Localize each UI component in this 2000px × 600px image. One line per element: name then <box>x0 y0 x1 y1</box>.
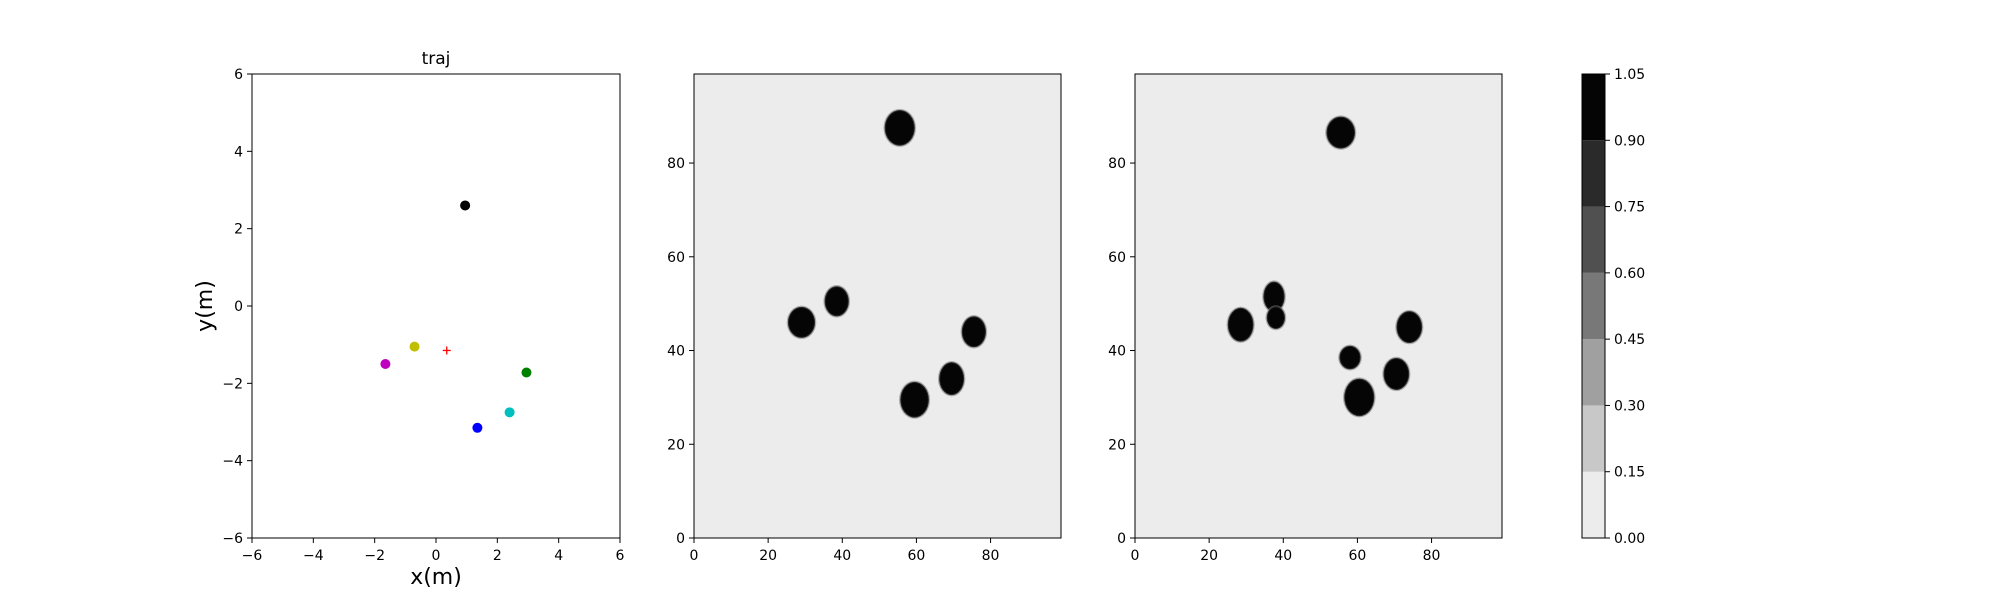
heat2-y-tick-label: 40 <box>1108 344 1126 360</box>
traj-x-tick-label: 2 <box>493 548 502 564</box>
traj-y-tick-label: 4 <box>234 144 243 160</box>
blob-core <box>940 363 964 395</box>
heat2-x-tick-label: 20 <box>1200 548 1218 564</box>
heat1-x-tick-label: 40 <box>833 548 851 564</box>
blob-core <box>1327 117 1355 148</box>
blob-core <box>825 287 848 316</box>
colorbar-band <box>1582 471 1605 538</box>
blob-core <box>962 317 986 347</box>
colorbar: 0.00 0.15 0.30 0.45 0.60 0.75 0.90 1.05 <box>1581 67 1645 547</box>
target-plus-marker <box>442 346 451 355</box>
colorbar-band <box>1582 74 1605 141</box>
agent-point <box>521 367 532 378</box>
heatmap-1-background <box>694 74 1061 538</box>
traj-y-tick-label: −6 <box>222 531 243 547</box>
blob-core <box>901 382 928 417</box>
heat1-y-tick-label: 80 <box>667 156 685 172</box>
traj-y-tick-label: −2 <box>222 376 243 392</box>
heat1-y-tick-label: 0 <box>676 531 685 547</box>
traj-x-tick-label: 0 <box>432 548 441 564</box>
traj-y-tick-label: 0 <box>234 299 243 315</box>
heatmap-2-ticks: 0 20 40 60 80 0 20 40 60 80 <box>1108 156 1440 564</box>
colorbar-tick-label: 0.90 <box>1614 133 1645 149</box>
blob-core <box>1340 346 1360 369</box>
traj-y-tick-label: 6 <box>234 67 243 83</box>
traj-x-tick-label: −2 <box>364 548 385 564</box>
heatmap-panel-1: 0 20 40 60 80 0 20 40 60 80 <box>667 73 1062 564</box>
heat2-y-tick-label: 80 <box>1108 156 1126 172</box>
heat2-x-tick-label: 0 <box>1131 548 1140 564</box>
agent-point <box>460 200 471 211</box>
blob-core <box>885 111 914 145</box>
colorbar-tick-label: 0.15 <box>1614 465 1645 481</box>
traj-ticks: −6 −4 −2 0 2 4 6 −6 −4 −2 0 2 4 6 <box>222 67 624 564</box>
traj-plot-frame <box>251 73 621 539</box>
colorbar-band <box>1582 206 1605 273</box>
heatmap-2-background <box>1135 74 1502 538</box>
heat1-y-tick-label: 60 <box>667 250 685 266</box>
traj-y-tick-label: −4 <box>222 454 243 470</box>
traj-y-tick-label: 2 <box>234 222 243 238</box>
colorbar-band <box>1582 272 1605 340</box>
colorbar-ticks: 0.00 0.15 0.30 0.45 0.60 0.75 0.90 1.05 <box>1605 67 1645 547</box>
colorbar-tick-label: 0.30 <box>1614 398 1645 414</box>
blob-core <box>1228 308 1253 341</box>
agent-point <box>380 359 391 369</box>
heatmap-1-ticks: 0 20 40 60 80 0 20 40 60 80 <box>667 156 999 564</box>
heat2-x-tick-label: 80 <box>1423 548 1441 564</box>
traj-scatter-plot: traj x(m) y(m) −6 −4 −2 0 2 4 6 −6 −4 −2 0 2 4 6 <box>193 49 625 590</box>
heat1-x-tick-label: 80 <box>982 548 1000 564</box>
colorbar-tick-label: 0.75 <box>1614 200 1645 216</box>
blob-core <box>1267 307 1285 329</box>
traj-points <box>380 200 532 433</box>
heat2-y-tick-label: 60 <box>1108 250 1126 266</box>
colorbar-bands <box>1582 74 1605 538</box>
colorbar-frame <box>1581 73 1606 539</box>
colorbar-band <box>1582 405 1605 472</box>
heatmap-2-frame <box>1134 73 1503 539</box>
blob-core <box>1397 312 1422 343</box>
blob-core <box>1345 379 1374 416</box>
heat1-x-tick-label: 20 <box>759 548 777 564</box>
blob-core <box>1384 358 1409 389</box>
heat2-y-tick-label: 20 <box>1108 437 1126 453</box>
colorbar-tick-label: 0.60 <box>1614 266 1645 282</box>
colorbar-tick-label: 0.00 <box>1614 531 1645 547</box>
heat1-y-tick-label: 40 <box>667 344 685 360</box>
heat2-x-tick-label: 60 <box>1349 548 1367 564</box>
traj-x-tick-label: 6 <box>616 548 625 564</box>
agent-point <box>504 407 515 418</box>
blob-core <box>1264 282 1284 311</box>
y-axis-label: y(m) <box>193 280 218 332</box>
colorbar-band <box>1582 339 1605 406</box>
agent-point <box>409 341 420 352</box>
colorbar-tick-label: 0.45 <box>1614 332 1645 348</box>
heat2-x-tick-label: 40 <box>1274 548 1292 564</box>
traj-x-tick-label: −6 <box>242 548 263 564</box>
blob-core <box>788 307 815 337</box>
heat1-x-tick-label: 0 <box>690 548 699 564</box>
heatmap-1-blobs <box>786 108 988 419</box>
heatmap-2-blobs <box>1226 115 1424 418</box>
traj-x-tick-label: 4 <box>554 548 563 564</box>
traj-title: traj <box>422 49 451 69</box>
heat2-y-tick-label: 0 <box>1117 531 1126 547</box>
heat1-x-tick-label: 60 <box>908 548 926 564</box>
heatmap-1-frame <box>693 73 1062 539</box>
agent-point <box>472 422 483 433</box>
traj-x-tick-label: −4 <box>303 548 324 564</box>
heatmap-panel-2: 0 20 40 60 80 0 20 40 60 80 <box>1108 73 1503 564</box>
heat1-y-tick-label: 20 <box>667 437 685 453</box>
colorbar-band <box>1582 140 1605 207</box>
colorbar-tick-label: 1.05 <box>1614 67 1645 83</box>
x-axis-label: x(m) <box>410 565 462 590</box>
